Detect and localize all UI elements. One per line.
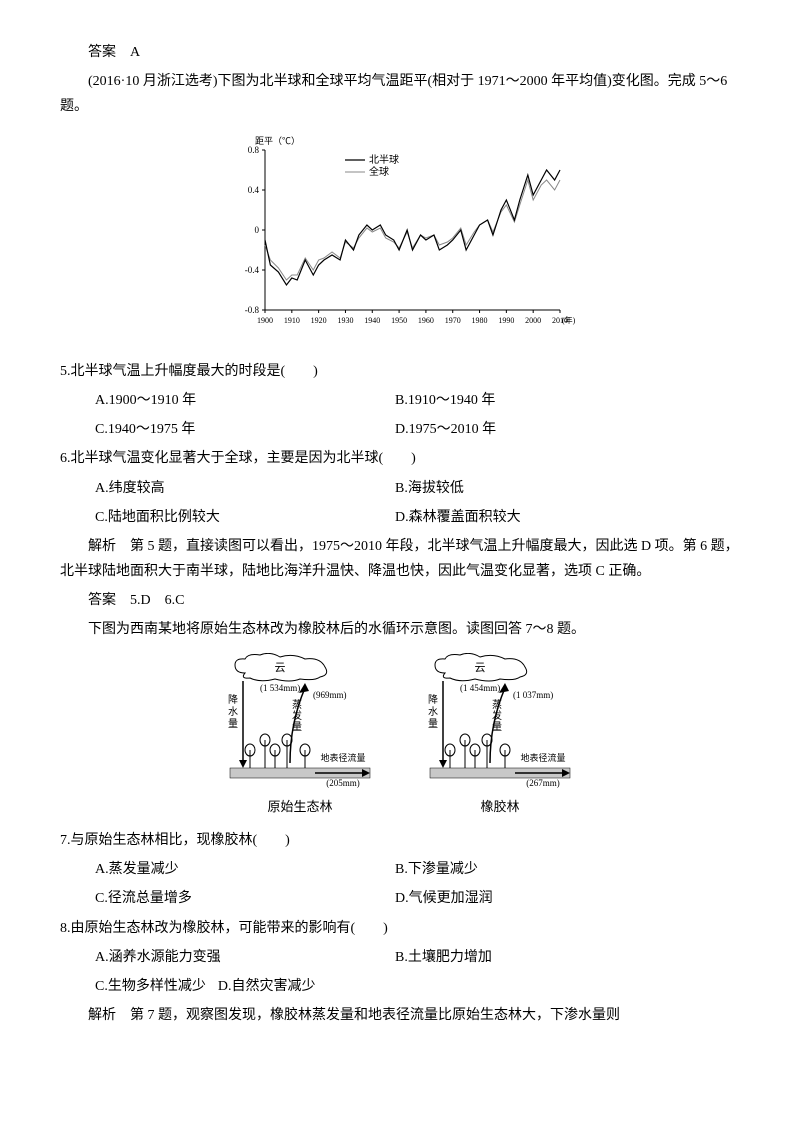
answer-1: 答案 A <box>60 40 740 65</box>
svg-text:-0.8: -0.8 <box>245 305 260 315</box>
q7-opt-d: D.气候更加湿润 <box>395 886 740 911</box>
svg-text:(1 037mm): (1 037mm) <box>513 690 553 700</box>
q6-opt-d: D.森林覆盖面积较大 <box>395 505 740 530</box>
answer-label: 答案 <box>88 45 116 60</box>
q7-opt-b: B.下渗量减少 <box>395 857 740 882</box>
svg-text:距平（℃）: 距平（℃） <box>255 136 300 146</box>
q5-text: 5.北半球气温上升幅度最大的时段是( ) <box>60 359 740 384</box>
explain-label: 解析 <box>88 539 116 554</box>
svg-text:水: 水 <box>428 706 438 718</box>
svg-text:降: 降 <box>228 693 238 706</box>
svg-text:量: 量 <box>292 721 302 733</box>
q5-opt-a: A.1900～1910 年 <box>95 388 395 413</box>
svg-text:1910: 1910 <box>284 316 300 325</box>
svg-text:1960: 1960 <box>418 316 434 325</box>
diagram-left-svg: 云降水量(1 534mm)蒸发量(969mm)地表径流量(205mm) <box>215 653 385 793</box>
q6-opt-c: C.陆地面积比例较大 <box>95 505 395 530</box>
svg-text:0.4: 0.4 <box>248 185 260 195</box>
svg-text:云: 云 <box>475 662 486 674</box>
svg-text:量: 量 <box>492 721 502 733</box>
q6-text: 6.北半球气温变化显著大于全球，主要是因为北半球( ) <box>60 446 740 471</box>
answer-label: 答案 <box>88 593 116 608</box>
svg-text:蒸: 蒸 <box>492 699 502 711</box>
svg-text:(969mm): (969mm) <box>313 690 347 700</box>
svg-text:1940: 1940 <box>364 316 380 325</box>
svg-text:(年): (年) <box>562 315 576 325</box>
svg-text:(1 534mm): (1 534mm) <box>260 683 300 693</box>
explain-label: 解析 <box>88 1008 116 1023</box>
explain-56: 解析 第 5 题，直接读图可以看出，1975～2010 年段，北半球气温上升幅度… <box>60 534 740 584</box>
answer-56: 答案 5.D 6.C <box>60 588 740 613</box>
q8-opt-c: C.生物多样性减少 <box>95 974 206 999</box>
svg-text:-0.4: -0.4 <box>245 265 260 275</box>
q5-opt-d: D.1975～2010 年 <box>395 417 740 442</box>
diagram-right-title: 橡胶林 <box>480 795 519 818</box>
svg-text:1970: 1970 <box>445 316 461 325</box>
q7-text: 7.与原始生态林相比，现橡胶林( ) <box>60 828 740 853</box>
q8-opt-b: B.土壤肥力增加 <box>395 945 740 970</box>
q8-text: 8.由原始生态林改为橡胶林，可能带来的影响有( ) <box>60 916 740 941</box>
svg-text:(1 454mm): (1 454mm) <box>460 683 500 693</box>
water-cycle-diagrams: 云降水量(1 534mm)蒸发量(969mm)地表径流量(205mm) 原始生态… <box>60 653 740 818</box>
intro-2: 下图为西南某地将原始生态林改为橡胶林后的水循环示意图。读图回答 7～8 题。 <box>60 617 740 642</box>
answer-value: 5.D 6.C <box>130 593 184 608</box>
q8-opt-d: D.自然灾害减少 <box>218 974 316 999</box>
q8-opt-a: A.涵养水源能力变强 <box>95 945 395 970</box>
svg-text:量: 量 <box>228 718 238 730</box>
svg-text:云: 云 <box>275 662 286 674</box>
svg-text:1920: 1920 <box>311 316 327 325</box>
q5-opt-c: C.1940～1975 年 <box>95 417 395 442</box>
svg-text:全球: 全球 <box>369 165 389 178</box>
diagram-right-svg: 云降水量(1 454mm)蒸发量(1 037mm)地表径流量(267mm) <box>415 653 585 793</box>
line-chart-svg: 0.8 0.4 0 -0.4 -0.81900 1910 1920 1930 1940 1950 1… <box>220 130 580 340</box>
q7-opt-a: A.蒸发量减少 <box>95 857 395 882</box>
explain-text: 第 7 题，观察图发现，橡胶林蒸发量和地表径流量比原始生态林大，下渗水量则 <box>130 1008 620 1023</box>
svg-text:降: 降 <box>428 693 438 706</box>
explain-text: 第 5 题，直接读图可以看出，1975～2010 年段，北半球气温上升幅度最大，… <box>60 539 739 579</box>
svg-text:2000: 2000 <box>525 316 541 325</box>
diagram-left-title: 原始生态林 <box>267 795 332 818</box>
svg-text:1980: 1980 <box>472 316 488 325</box>
svg-text:发: 发 <box>492 709 502 722</box>
explain-78: 解析 第 7 题，观察图发现，橡胶林蒸发量和地表径流量比原始生态林大，下渗水量则 <box>60 1003 740 1028</box>
svg-text:北半球: 北半球 <box>369 153 399 166</box>
svg-text:发: 发 <box>292 709 302 722</box>
q6-opt-a: A.纬度较高 <box>95 476 395 501</box>
svg-text:(267mm): (267mm) <box>526 778 560 788</box>
q6-opt-b: B.海拔较低 <box>395 476 740 501</box>
intro-1: (2016·10 月浙江选考)下图为北半球和全球平均气温距平(相对于 1971～… <box>60 69 740 119</box>
svg-text:0.8: 0.8 <box>248 145 260 155</box>
q7-opt-c: C.径流总量增多 <box>95 886 395 911</box>
svg-text:地表径流量: 地表径流量 <box>320 752 365 763</box>
svg-text:1990: 1990 <box>498 316 514 325</box>
q5-opt-b: B.1910～1940 年 <box>395 388 740 413</box>
svg-text:蒸: 蒸 <box>292 699 302 711</box>
svg-text:水: 水 <box>228 706 238 718</box>
svg-text:0: 0 <box>255 225 260 235</box>
svg-text:1900: 1900 <box>257 316 273 325</box>
temp-chart: 0.8 0.4 0 -0.4 -0.81900 1910 1920 1930 1940 1950 1… <box>60 130 740 349</box>
answer-value: A <box>130 45 140 60</box>
svg-text:(205mm): (205mm) <box>326 778 360 788</box>
svg-text:量: 量 <box>428 718 438 730</box>
svg-text:1950: 1950 <box>391 316 407 325</box>
svg-text:1930: 1930 <box>337 316 353 325</box>
svg-text:地表径流量: 地表径流量 <box>520 752 565 763</box>
